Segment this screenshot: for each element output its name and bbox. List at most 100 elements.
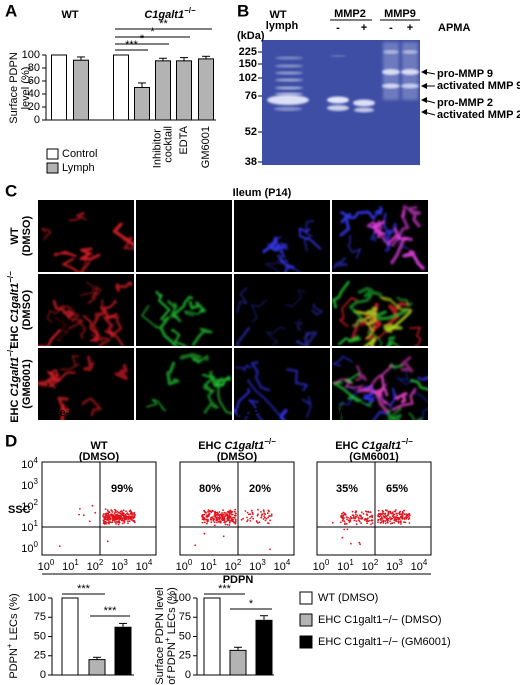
flow-y-label: SSC (8, 504, 31, 516)
micrograph-structure (79, 247, 101, 261)
flow-event (222, 535, 225, 538)
flow-event (207, 509, 210, 511)
flow-event (403, 517, 406, 519)
flow-event (122, 512, 125, 515)
flow-event (391, 515, 394, 517)
row-label-part: C1galt1 (9, 357, 21, 397)
flow-event (367, 520, 369, 523)
flow-event (405, 515, 408, 517)
micrograph-structure (155, 290, 171, 321)
flow-event (224, 514, 227, 517)
gel-enzyme-label: MMP2 (334, 8, 366, 20)
quadrant-percent: 80% (199, 483, 221, 495)
micrograph-structure (354, 364, 368, 382)
flow-event (344, 514, 347, 516)
flow-tick-label-part: 10 (21, 480, 33, 492)
micrograph-structure (385, 302, 410, 327)
flow-event (267, 516, 270, 519)
significance-label: * (140, 33, 145, 45)
y-axis-label-part: LECs (%) (166, 587, 178, 637)
flow-event (133, 516, 136, 518)
flow-event (117, 516, 120, 519)
flow-event (354, 511, 357, 514)
flow-event (383, 516, 386, 519)
micrograph-structure (383, 324, 403, 334)
flow-event (341, 536, 344, 539)
row-label: EHC C1galt1−/− (6, 271, 21, 349)
micrograph-structure (122, 236, 134, 250)
group-label-part: C1galt1 (144, 9, 184, 21)
flow-event (393, 513, 396, 516)
micrograph-structure (79, 281, 101, 296)
flow-event (355, 513, 357, 516)
flow-event (208, 513, 211, 515)
flow-event (263, 510, 265, 512)
micrograph-structure (248, 399, 263, 420)
row-label: WT (9, 227, 21, 244)
flow-event (207, 515, 210, 518)
gel-band (274, 107, 302, 111)
flow-event (130, 518, 133, 521)
flow-event (113, 515, 116, 518)
flow-event (365, 517, 367, 520)
flow-tick-label: 103 (21, 477, 38, 492)
bar (73, 59, 89, 121)
channel-label: Lyve-1 (41, 407, 75, 419)
micrograph-structure (363, 338, 376, 346)
flow-plot (316, 461, 432, 556)
flow-event (368, 511, 370, 513)
flow-event (389, 516, 391, 518)
flow-event (349, 518, 351, 520)
flow-event (401, 514, 404, 517)
flow-event (122, 509, 125, 512)
micrograph-structure (60, 355, 80, 370)
flow-event (260, 511, 262, 513)
legend-label: EHC C1galt1−/− (GM6001) (318, 636, 451, 648)
flow-event (218, 511, 221, 513)
flow-tick-label-part: 4 (423, 558, 428, 567)
flow-tick-label-part: 0 (34, 540, 39, 549)
flow-tick-label: 101 (200, 558, 217, 573)
micrograph-structure (353, 309, 377, 326)
flow-event (264, 516, 266, 519)
flow-event (104, 514, 107, 517)
flow-event (357, 519, 360, 521)
micrograph-structure (358, 364, 394, 393)
group-label: WT (61, 9, 78, 21)
flow-event (355, 520, 358, 522)
flow-event (404, 513, 406, 516)
flow-event (377, 509, 380, 512)
flow-event (371, 522, 374, 524)
flow-event (394, 518, 397, 521)
flow-event (210, 521, 213, 523)
flow-event (377, 519, 379, 521)
significance-label: * (150, 26, 155, 38)
flow-event (113, 518, 115, 521)
micrograph-signal (141, 290, 213, 346)
micrograph-structure (104, 319, 125, 346)
flow-event (384, 512, 387, 515)
flow-event (371, 516, 374, 519)
flow-tick-label-part: 3 (398, 558, 403, 567)
significance-label: *** (77, 583, 91, 595)
flow-event (127, 520, 129, 523)
flow-tick-label: 104 (21, 456, 38, 471)
flow-title-part: EHC (198, 440, 224, 452)
flow-event (257, 513, 259, 516)
flow-event (244, 510, 247, 512)
micrograph-structure (94, 299, 107, 322)
arrow-label: activated MMP 9 (437, 80, 520, 92)
flow-event (350, 542, 352, 545)
flow-event (227, 515, 230, 517)
gel-treatment: APMA (438, 22, 470, 34)
flow-event (347, 516, 349, 519)
flow-event (258, 521, 261, 523)
micrograph-structure (188, 300, 207, 313)
flow-event (124, 513, 127, 516)
gel-marker: 52 (245, 126, 257, 138)
gel-band (330, 55, 346, 57)
row-label-condition: (DMSO) (21, 290, 33, 331)
flow-event (360, 511, 363, 514)
quadrant-percent: 20% (249, 483, 271, 495)
flow-event (117, 514, 120, 517)
